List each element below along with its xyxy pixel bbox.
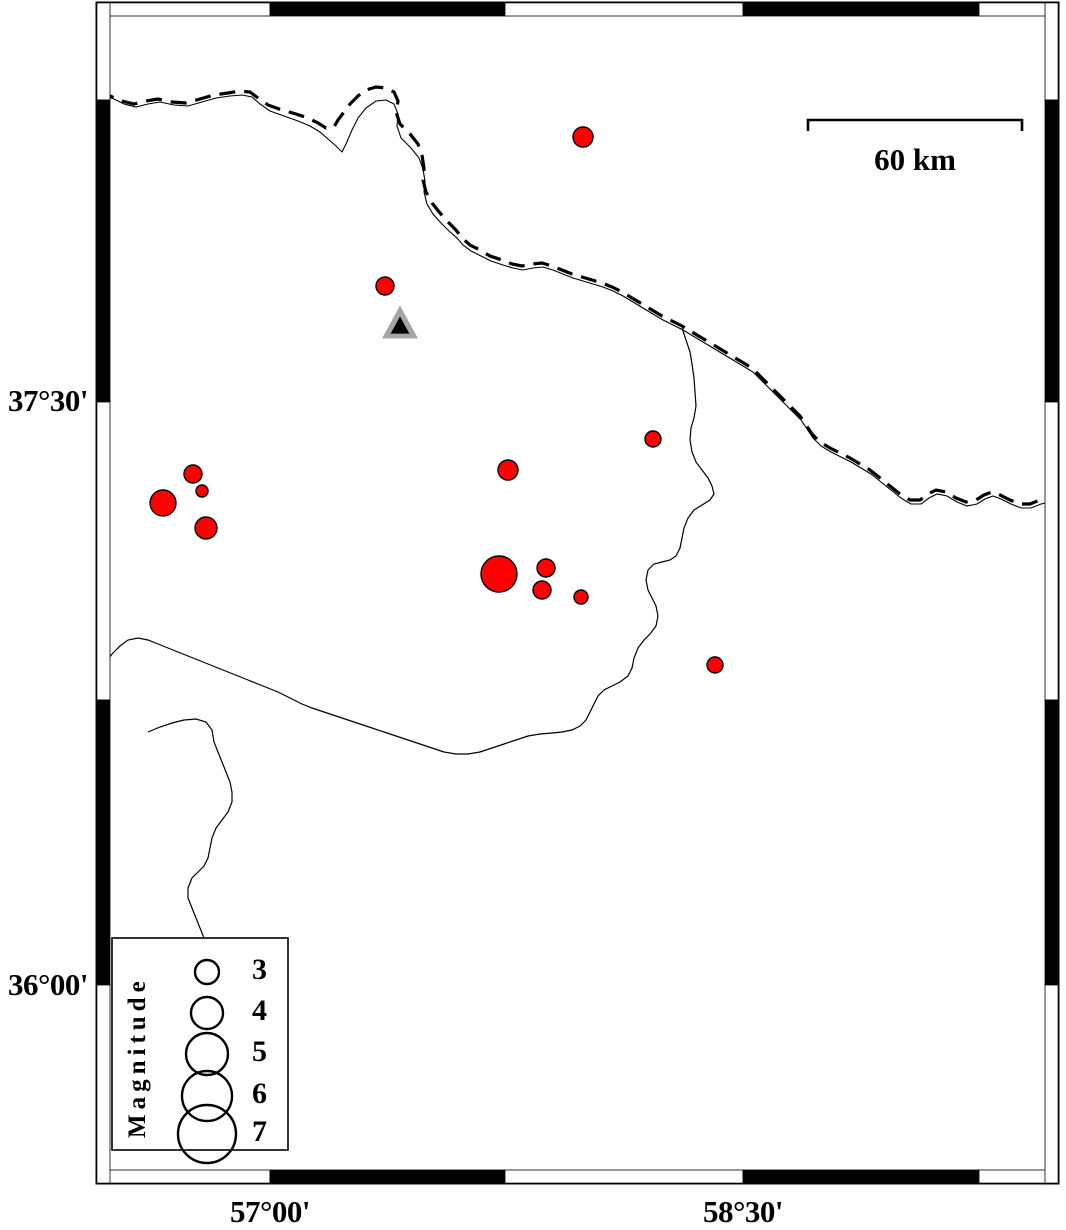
longitude-tick-bar [269, 1169, 506, 1185]
earthquake-epicenter [532, 580, 552, 600]
latitude-tick-bar [1044, 401, 1060, 701]
legend-symbol-circles [176, 958, 238, 1165]
earthquake-epicenter [183, 464, 203, 484]
longitude-tick-label-0: 57°00' [229, 1194, 311, 1229]
earthquake-epicenter [149, 489, 177, 517]
longitude-tick-bar [504, 1169, 744, 1185]
earthquake-epicenter [572, 126, 594, 148]
earthquake-epicenter [536, 558, 556, 578]
latitude-tick-bar [95, 699, 111, 986]
legend-magnitude-label: 7 [252, 1115, 267, 1148]
international-border-line [97, 85, 1058, 506]
legend-magnitude-label: 4 [252, 994, 267, 1027]
legend-circle-m6 [180, 1069, 234, 1123]
earthquake-epicenter [195, 484, 209, 498]
earthquake-epicenter [194, 516, 218, 540]
latitude-tick-bar [95, 99, 111, 403]
longitude-tick-bar [504, 1, 744, 17]
latitude-tick-bar [1044, 1, 1060, 101]
legend-title: Magnitude [124, 976, 151, 1138]
earthquake-epicenter [644, 430, 662, 448]
legend-box [111, 937, 289, 1151]
earthquake-epicenter [480, 555, 518, 593]
scale-bar [806, 118, 1024, 131]
longitude-tick-label-1: 58°30' [702, 1194, 784, 1229]
earthquake-epicenter [375, 276, 395, 296]
legend-magnitude-label: 6 [252, 1077, 267, 1110]
latitude-tick-bar [95, 984, 111, 1185]
map-frame-outline [95, 1, 1060, 1185]
scale-bar-label: 60 km [874, 142, 956, 177]
earthquake-epicenter [706, 656, 724, 674]
latitude-tick-bar [1044, 699, 1060, 986]
longitude-tick-bar [95, 1, 271, 17]
earthquake-epicenter-layer [149, 126, 724, 674]
magnitude-legend [111, 937, 289, 1165]
province-border-line [97, 327, 715, 755]
legend-circle-m3 [193, 958, 221, 986]
legend-circle-m4 [189, 995, 225, 1031]
longitude-tick-bar [269, 1, 506, 17]
legend-magnitude-label: 3 [252, 953, 267, 986]
earthquake-epicenter [497, 459, 519, 481]
legend-magnitude-label: 5 [252, 1035, 267, 1068]
scale-bar-line [806, 118, 1024, 131]
longitude-tick-bar [742, 1, 980, 17]
latitude-tick-bar [95, 401, 111, 701]
longitude-tick-bar [95, 1169, 271, 1185]
coastline-line [97, 94, 1058, 509]
longitude-tick-bar [742, 1169, 980, 1185]
latitude-tick-label-1: 36°00' [7, 967, 89, 1002]
latitude-tick-bar [1044, 99, 1060, 403]
legend-circle-m7 [176, 1103, 238, 1165]
graticule-tick-bars [95, 1, 1060, 1185]
seismic-station-inner-triangle [390, 316, 410, 334]
latitude-tick-bar [95, 1, 111, 101]
earthquake-epicenter [573, 589, 589, 605]
latitude-tick-bar [1044, 984, 1060, 1185]
geography-layer [97, 85, 1058, 1059]
legend-circle-m5 [184, 1031, 230, 1077]
latitude-tick-label-0: 37°30' [7, 383, 89, 418]
seismic-station-layer [382, 305, 418, 339]
